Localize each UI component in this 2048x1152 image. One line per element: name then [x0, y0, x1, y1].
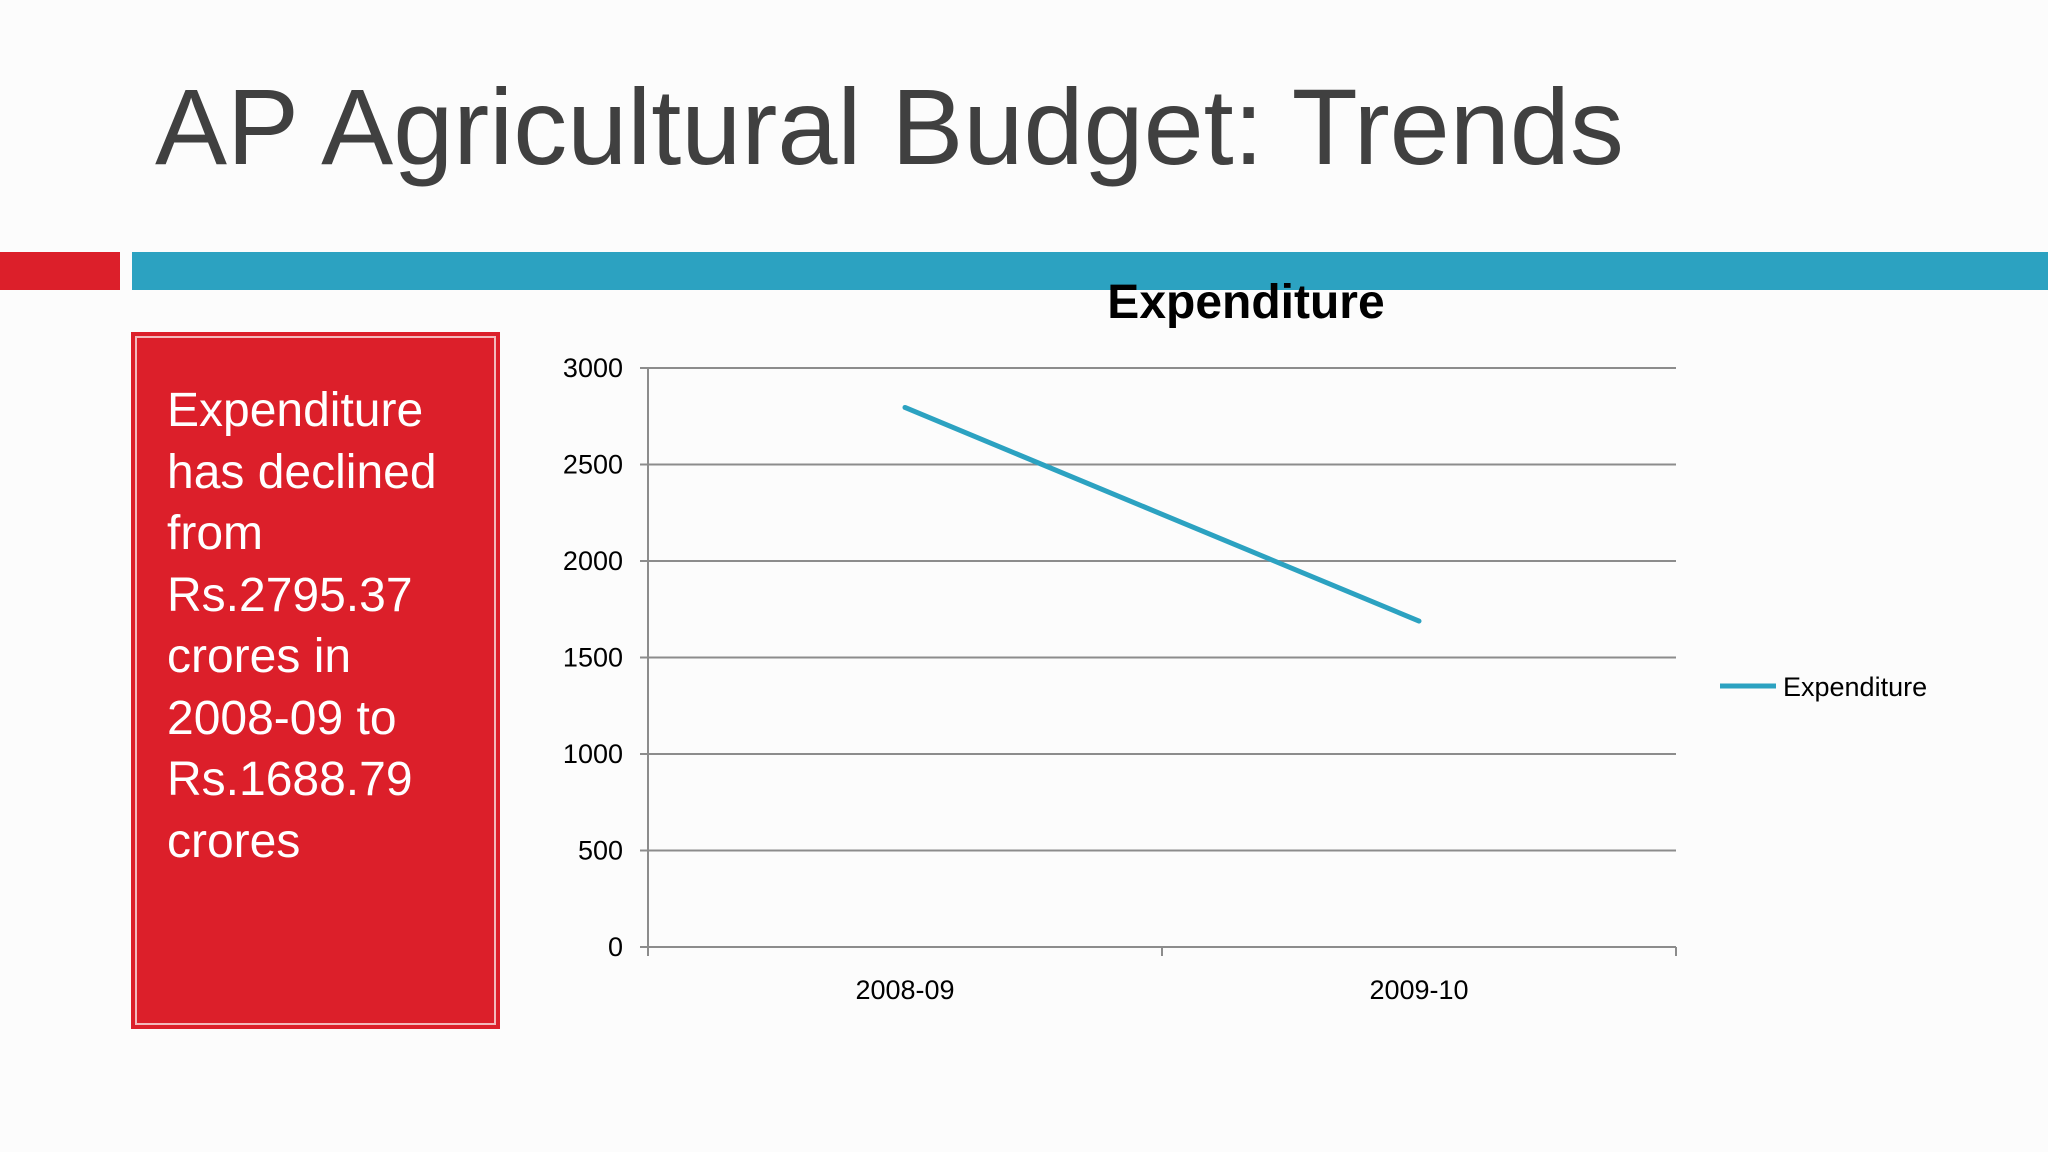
- series-lines: [902, 404, 1422, 624]
- slide-title: AP Agricultural Budget: Trends: [155, 66, 1624, 187]
- series-line: [902, 404, 1422, 624]
- y-axis: 0 500 1000 1500 2000 2500 3000: [563, 353, 649, 962]
- y-tick-label: 0: [608, 932, 623, 962]
- y-tick-label: 3000: [563, 353, 623, 383]
- chart-title: Expenditure: [1107, 276, 1384, 329]
- legend: Expenditure: [1720, 672, 1927, 702]
- callout-box: Expenditure has declined from Rs.2795.37…: [131, 332, 500, 1029]
- accent-bar-red: [0, 252, 120, 290]
- x-tick-label: 2009-10: [1369, 975, 1468, 1005]
- y-tick-label: 1500: [563, 643, 623, 673]
- accent-bar-teal: [132, 252, 2048, 290]
- y-tick-label: 2000: [563, 546, 623, 576]
- y-tick-label: 500: [578, 836, 623, 866]
- x-tick-label: 2008-09: [855, 975, 954, 1005]
- y-tick-label: 2500: [563, 450, 623, 480]
- y-tick-label: 1000: [563, 739, 623, 769]
- x-axis: 2008-09 2009-10: [647, 946, 1677, 1005]
- gridlines: [648, 367, 1676, 852]
- legend-label: Expenditure: [1783, 672, 1927, 702]
